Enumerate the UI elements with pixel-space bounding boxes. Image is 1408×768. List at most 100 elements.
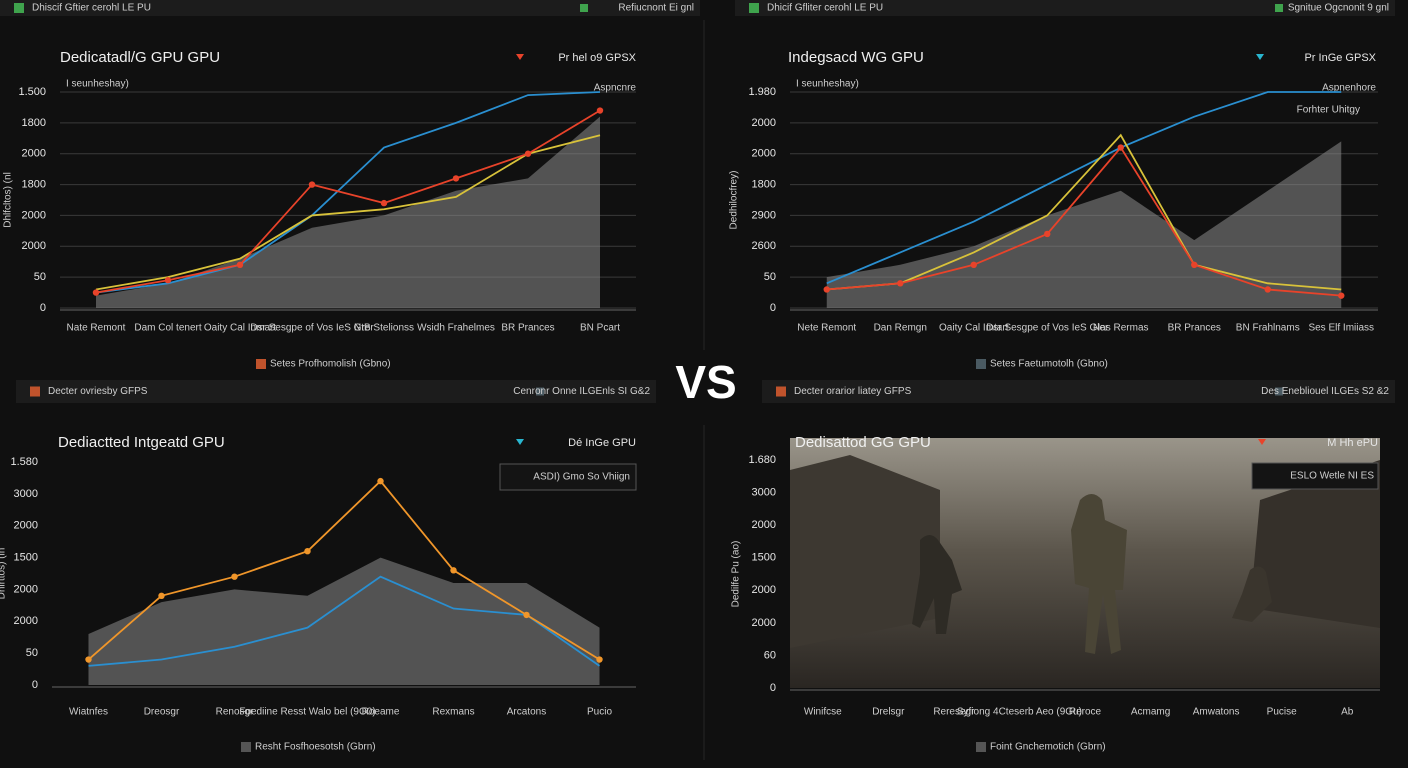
y-tick-label: 2000: [22, 148, 46, 160]
x-tick-label: Ab: [1341, 707, 1354, 718]
x-tick-label: Dsr Sesgpe of Vos IeS Grer: [250, 323, 374, 334]
point: [596, 656, 603, 663]
y-tick-label: 2000: [14, 615, 38, 627]
y-tick-label: 2000: [752, 584, 776, 596]
toolbar: [16, 380, 656, 403]
point: [1338, 292, 1345, 299]
y-tick-label: 2000: [22, 240, 46, 252]
line: [88, 575, 601, 667]
x-tick-label: Wsidh Frahelmes: [417, 323, 495, 334]
point: [524, 150, 532, 157]
area: [96, 116, 600, 308]
x-tick-label: Dam Col tenert: [134, 323, 201, 334]
legend-icon: [516, 54, 524, 60]
legend-label: Pr hel o9 GPSX: [558, 52, 636, 64]
point: [236, 261, 244, 268]
vs-label: VS: [675, 356, 736, 408]
soldier: [912, 535, 962, 634]
note: I seunheshay): [66, 79, 129, 90]
toolbar-icon: [30, 386, 40, 397]
point: [231, 573, 238, 580]
y-tick-label: 3000: [752, 486, 776, 498]
x-tick-label: Wiatnfes: [69, 707, 108, 718]
x-tick-label: Reresegr: [933, 707, 975, 718]
x-tick-label: Dreosgr: [144, 707, 180, 718]
x-tick-label: BR Prances: [501, 323, 554, 334]
y-tick-label: 1800: [22, 117, 46, 129]
line: [95, 134, 601, 291]
toolbar-right: Sgnitue Ogcnonit 9 gnl: [1288, 3, 1389, 14]
x-tick-label: Renosgr: [216, 707, 254, 718]
note: Forhter Uhitgy: [1297, 105, 1360, 116]
y-tick-label: 0: [40, 302, 46, 314]
inset-box: [1251, 462, 1379, 490]
toolbar-icon: [749, 3, 759, 13]
y-tick-label: 60: [764, 649, 776, 661]
legend-swatch: [976, 359, 986, 369]
y-axis-label: Dhirttos) (ln: [0, 548, 8, 600]
x-tick-label: Syfiong 4Cteserb Aeo (9Gu): [957, 707, 1082, 718]
area: [826, 141, 1342, 308]
toolbar-right: Des Enebliouel ILGEs S2 &2: [1261, 386, 1389, 397]
toolbar-right: Cenronr Onne ILGEnls SI G&2: [513, 386, 650, 397]
toolbar-icon: [776, 386, 786, 397]
note: Aspncnre: [594, 83, 637, 94]
point: [452, 175, 460, 182]
y-tick-label: 2000: [752, 117, 776, 129]
x-tick-label: Rexmans: [432, 707, 474, 718]
y-tick-label: 0: [770, 682, 776, 694]
inset-box: [499, 463, 637, 491]
area: [88, 557, 600, 685]
y-tick-label: 0: [770, 302, 776, 314]
x-tick-label: Pucise: [1267, 707, 1297, 718]
x-tick-label: BN Frahlnams: [1236, 323, 1300, 334]
footer-legend: Setes Faetumotolh (Gbno): [990, 359, 1108, 370]
point: [523, 611, 530, 619]
toolbar-left: Decter ovriesby GFPS: [48, 386, 148, 397]
x-tick-label: Nate Remont: [67, 323, 126, 334]
point: [897, 280, 904, 287]
x-tick-label: Arcatons: [507, 707, 546, 718]
x-tick-label: Reroce: [1069, 707, 1102, 718]
toolbar-icon: [536, 387, 544, 396]
toolbar-right: Refiucnont Ei gnl: [618, 3, 694, 14]
soldier: [1232, 566, 1272, 622]
chart-title: Indegsacd WG GPU: [788, 49, 924, 66]
point: [1191, 261, 1198, 268]
toolbar: [0, 0, 700, 16]
y-tick-label: 2000: [14, 520, 38, 532]
point: [1044, 230, 1051, 238]
y-axis-label: Dedhilocfrey): [729, 171, 740, 230]
y-tick-label: 50: [764, 271, 776, 283]
x-tick-label: Dsr Sesgpe of Vos IeS Gler: [986, 323, 1109, 334]
y-axis-label: Dhlfcltos) (nl: [3, 172, 14, 228]
toolbar-icon: [1275, 387, 1283, 396]
line: [95, 91, 601, 294]
line: [826, 133, 1342, 291]
legend-label: Pr InGe GPSX: [1304, 52, 1376, 64]
chart-title: Dediactted Intgeatd GPU: [58, 434, 225, 451]
line: [826, 146, 1342, 297]
y-tick-label: 1500: [752, 552, 776, 564]
y-tick-label: 1500: [14, 551, 38, 563]
note: Aspnenhore: [1322, 83, 1376, 94]
point: [164, 277, 172, 284]
y-tick-label: 2900: [752, 209, 776, 221]
y-tick-label: 50: [34, 271, 46, 283]
legend-label: M Hh ePU: [1327, 437, 1378, 449]
y-tick-label: 50: [26, 647, 38, 659]
point: [304, 548, 311, 555]
x-tick-label: Winifcse: [804, 707, 842, 718]
scene-buildings: [1250, 460, 1380, 628]
legend-swatch: [976, 742, 986, 752]
toolbar: [735, 0, 1395, 16]
legend-swatch: [256, 359, 266, 369]
legend-icon: [1256, 54, 1264, 60]
y-tick-label: 0: [32, 679, 38, 691]
chart-title: Dedisattod GG GPU: [795, 434, 931, 451]
footer-legend: Foint Gnchemotich (Gbrn): [990, 742, 1106, 753]
soldier: [1071, 494, 1127, 654]
toolbar-left: Dhicif Gfliter cerohl LE PU: [767, 3, 883, 14]
note: I seunheshay): [796, 79, 859, 90]
